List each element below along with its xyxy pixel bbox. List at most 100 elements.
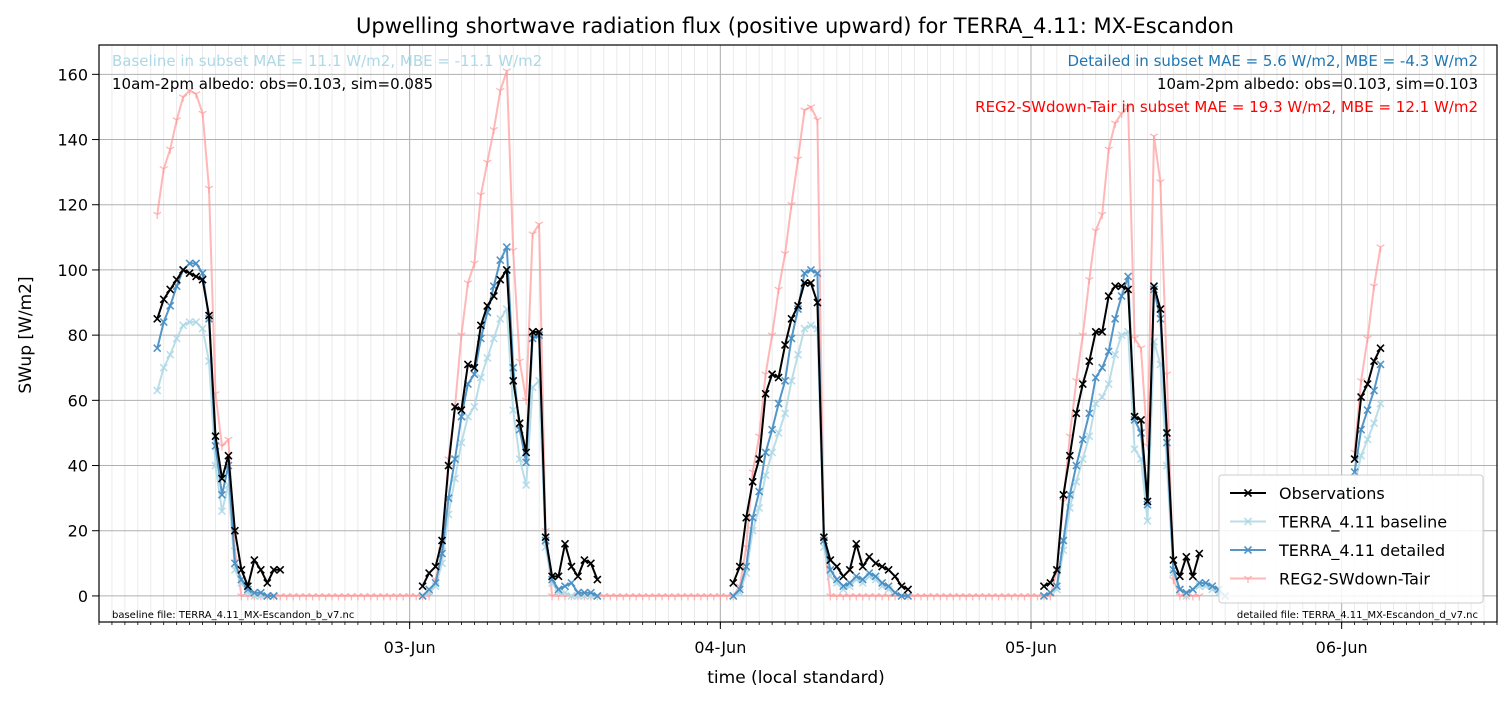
data-point (742, 513, 751, 522)
data-point (489, 334, 498, 343)
data-point (742, 562, 751, 571)
data-point (489, 126, 499, 135)
data-point (826, 555, 835, 565)
data-point (192, 259, 201, 268)
data-point (204, 185, 214, 193)
series-line (732, 282, 909, 591)
data-point (1091, 373, 1100, 382)
series-observations (153, 265, 1385, 594)
data-point (768, 448, 777, 457)
data-point (1369, 386, 1379, 395)
data-point (793, 156, 803, 164)
data-point (185, 269, 194, 278)
annotation-reg2-metrics: REG2-SWdown-Tair in subset MAE = 19.3 W/… (975, 98, 1478, 116)
data-point (1243, 517, 1253, 526)
data-point (735, 588, 744, 597)
data-point (1104, 146, 1113, 154)
data-point (871, 575, 880, 584)
data-point (865, 569, 874, 578)
annotation-detailed-albedo: 10am-2pm albedo: obs=0.103, sim=0.103 (1157, 75, 1478, 93)
data-point (1098, 363, 1107, 372)
data-point (580, 555, 589, 565)
data-point (153, 386, 162, 395)
data-point (761, 448, 770, 457)
data-point (1143, 516, 1152, 526)
data-point (1357, 451, 1366, 460)
data-point (560, 588, 570, 597)
data-point (418, 582, 427, 591)
data-point (476, 373, 485, 382)
data-point (897, 591, 906, 600)
data-point (1072, 461, 1081, 470)
data-point (502, 243, 511, 252)
legend-entry: Observations (1230, 484, 1385, 503)
data-point (237, 578, 246, 587)
data-point (198, 275, 207, 284)
y-tick-label: 100 (57, 261, 88, 280)
data-point (1085, 409, 1094, 418)
data-point (509, 406, 518, 415)
data-point (748, 513, 757, 522)
data-point (496, 314, 505, 323)
data-point (483, 301, 492, 310)
data-point (153, 344, 162, 353)
series-reg2 (153, 68, 1385, 601)
x-axis-title: time (local standard) (707, 668, 885, 688)
data-point (496, 256, 505, 265)
data-point (735, 585, 744, 594)
data-point (1123, 104, 1133, 112)
data-point (237, 565, 246, 574)
legend-entry: TERRA_4.11 detailed (1230, 541, 1445, 561)
data-point (800, 324, 809, 333)
data-point (515, 454, 524, 464)
data-point (1369, 357, 1379, 366)
data-point (1376, 344, 1385, 353)
data-point (1078, 454, 1087, 464)
data-point (496, 275, 505, 284)
legend-label: TERRA_4.11 detailed (1278, 541, 1445, 561)
data-point (800, 269, 809, 278)
data-point (800, 278, 809, 288)
data-point (496, 87, 505, 96)
data-point (729, 591, 738, 600)
data-point (832, 578, 841, 587)
data-point (263, 591, 272, 600)
data-point (1065, 490, 1074, 499)
legend-label: TERRA_4.11 baseline (1278, 513, 1447, 533)
data-point (470, 363, 479, 372)
data-point (884, 582, 893, 591)
data-point (250, 588, 259, 597)
footnote-baseline-file: baseline file: TERRA_4.11_MX-Escandon_b_… (112, 610, 354, 621)
data-point (1149, 133, 1159, 141)
data-point (1111, 350, 1120, 359)
data-point (463, 412, 472, 421)
legend-entry: REG2-SWdown-Tair (1230, 570, 1430, 589)
data-point (1110, 120, 1120, 128)
data-point (755, 454, 764, 464)
data-point (1039, 591, 1049, 600)
y-tick-label: 60 (68, 391, 88, 410)
data-point (1376, 360, 1385, 369)
legend-box (1218, 474, 1484, 604)
data-point (593, 591, 602, 600)
data-point (852, 539, 861, 548)
data-point (903, 585, 913, 594)
data-point (878, 562, 887, 571)
data-point (217, 443, 227, 451)
data-point (567, 578, 576, 587)
data-point (1363, 335, 1372, 343)
data-point (560, 539, 570, 548)
data-point (522, 448, 531, 457)
data-point (276, 565, 285, 574)
data-point (217, 474, 227, 483)
data-point (1350, 454, 1359, 464)
data-point (1169, 555, 1178, 565)
data-point (1072, 377, 1081, 386)
data-point (832, 575, 841, 584)
y-tick-label: 20 (68, 522, 88, 541)
data-point (508, 247, 518, 255)
data-point (1085, 276, 1094, 285)
data-point (755, 503, 764, 512)
data-point (1182, 591, 1191, 600)
